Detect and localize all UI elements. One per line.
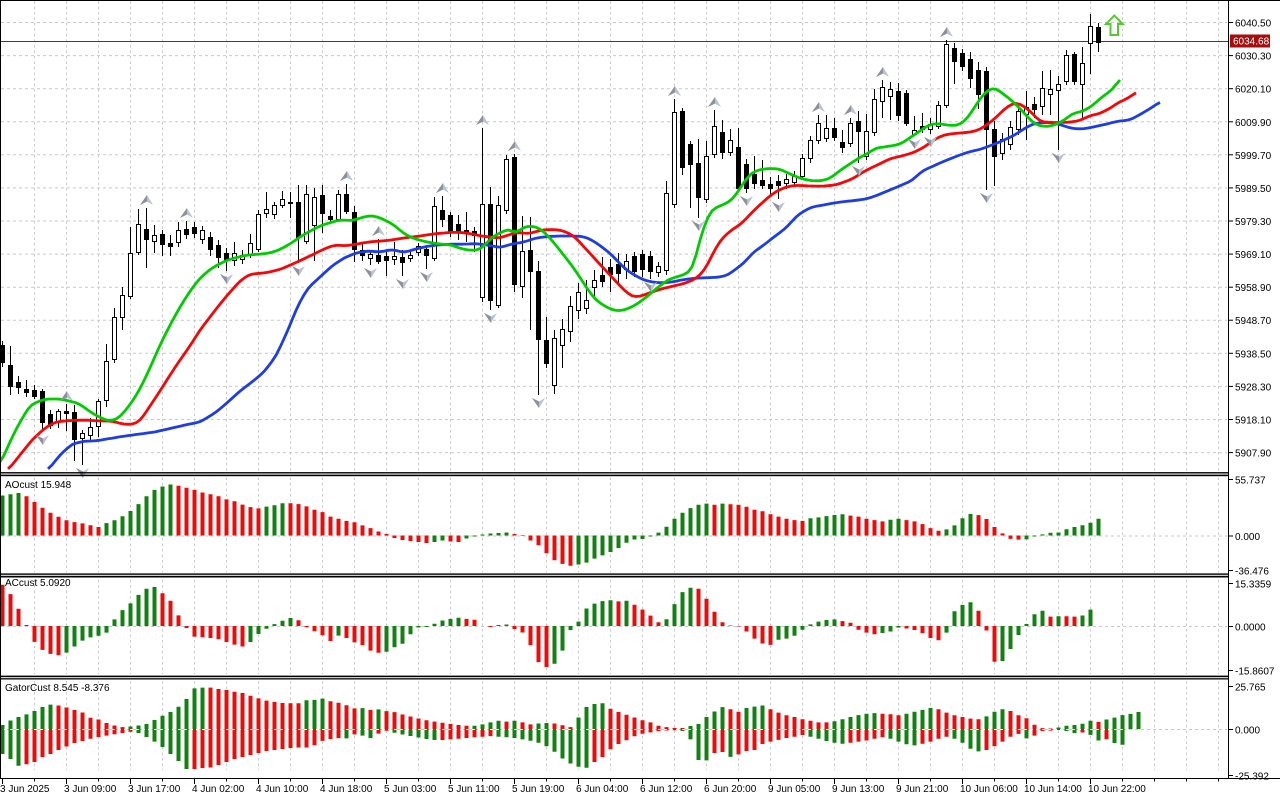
svg-text:10 Jun 06:00: 10 Jun 06:00 — [960, 784, 1018, 795]
svg-text:5989.50: 5989.50 — [1235, 184, 1272, 195]
svg-text:ACcust 5.0920: ACcust 5.0920 — [5, 578, 71, 589]
svg-text:6 Jun 20:00: 6 Jun 20:00 — [704, 784, 757, 795]
svg-text:5907.90: 5907.90 — [1235, 449, 1272, 460]
svg-text:55.737: 55.737 — [1235, 476, 1266, 487]
svg-text:6 Jun 12:00: 6 Jun 12:00 — [640, 784, 693, 795]
svg-text:10 Jun 14:00: 10 Jun 14:00 — [1024, 784, 1082, 795]
svg-text:3 Jun 2025: 3 Jun 2025 — [0, 784, 50, 795]
svg-text:-15.8607: -15.8607 — [1235, 667, 1275, 678]
svg-text:6030.30: 6030.30 — [1235, 52, 1272, 63]
svg-text:9 Jun 05:00: 9 Jun 05:00 — [768, 784, 821, 795]
svg-text:3 Jun 09:00: 3 Jun 09:00 — [64, 784, 117, 795]
svg-text:0.0000: 0.0000 — [1235, 623, 1266, 634]
svg-text:5 Jun 03:00: 5 Jun 03:00 — [384, 784, 437, 795]
svg-text:0.000: 0.000 — [1235, 726, 1260, 737]
svg-text:5999.70: 5999.70 — [1235, 151, 1272, 162]
svg-text:25.765: 25.765 — [1235, 683, 1266, 694]
svg-text:6040.50: 6040.50 — [1235, 19, 1272, 30]
svg-text:9 Jun 13:00: 9 Jun 13:00 — [832, 784, 885, 795]
svg-text:10 Jun 22:00: 10 Jun 22:00 — [1088, 784, 1146, 795]
svg-text:5948.70: 5948.70 — [1235, 316, 1272, 327]
svg-text:0.000: 0.000 — [1235, 532, 1260, 543]
svg-text:4 Jun 10:00: 4 Jun 10:00 — [256, 784, 309, 795]
svg-text:3 Jun 17:00: 3 Jun 17:00 — [128, 784, 181, 795]
svg-text:GatorCust 8.545 -8.376: GatorCust 8.545 -8.376 — [5, 683, 110, 694]
svg-text:AOcust 15.948: AOcust 15.948 — [5, 480, 72, 491]
svg-text:9 Jun 21:00: 9 Jun 21:00 — [896, 784, 949, 795]
svg-text:5 Jun 11:00: 5 Jun 11:00 — [448, 784, 500, 795]
svg-text:15.3359: 15.3359 — [1235, 580, 1272, 591]
svg-text:5958.90: 5958.90 — [1235, 283, 1272, 294]
svg-text:5928.30: 5928.30 — [1235, 382, 1272, 393]
svg-text:5979.30: 5979.30 — [1235, 217, 1272, 228]
svg-text:-36.476: -36.476 — [1235, 567, 1269, 578]
svg-text:6009.90: 6009.90 — [1235, 118, 1272, 129]
svg-text:4 Jun 18:00: 4 Jun 18:00 — [320, 784, 373, 795]
svg-text:4 Jun 02:00: 4 Jun 02:00 — [192, 784, 245, 795]
svg-text:5918.10: 5918.10 — [1235, 416, 1272, 427]
svg-text:5969.10: 5969.10 — [1235, 250, 1272, 261]
svg-text:5 Jun 19:00: 5 Jun 19:00 — [512, 784, 565, 795]
svg-text:-25.392: -25.392 — [1235, 772, 1269, 783]
svg-text:6034.68: 6034.68 — [1233, 37, 1270, 48]
svg-text:6 Jun 04:00: 6 Jun 04:00 — [576, 784, 629, 795]
svg-text:5938.50: 5938.50 — [1235, 349, 1272, 360]
svg-text:6020.10: 6020.10 — [1235, 85, 1272, 96]
